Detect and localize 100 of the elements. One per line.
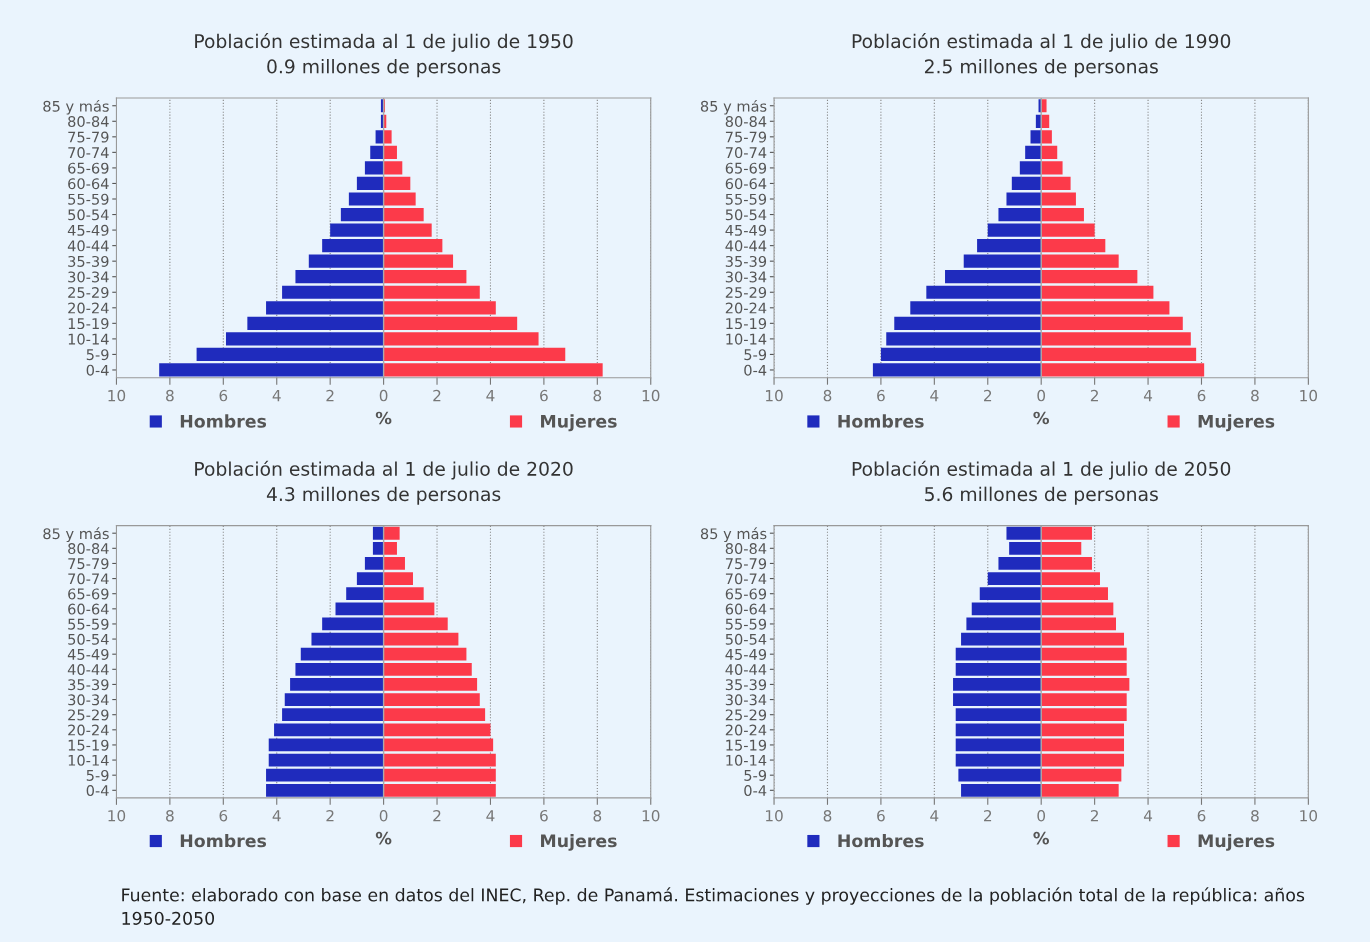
x-tick-label: 6 [540, 809, 548, 822]
x-tick-label: 4 [1143, 390, 1153, 402]
x-tick-label: 10 [108, 809, 126, 822]
y-tick-label: 15-19 [68, 318, 109, 330]
legend-label: Mujeres [1198, 414, 1275, 432]
y-tick-label: 0-4 [86, 364, 109, 376]
y-tick-label: 0-4 [86, 785, 109, 797]
chart-subtitle: 5.6 millones de personas [925, 486, 1158, 505]
y-tick-label: 80-84 [68, 116, 109, 128]
x-axis-title: % [375, 831, 392, 845]
legend-label: Hombres [838, 414, 924, 428]
y-tick-label: 5-9 [86, 349, 109, 361]
y-tick-label: 45-49 [725, 224, 767, 236]
x-tick-label: 10 [1300, 389, 1318, 402]
y-tick-label: 55-59 [725, 193, 767, 205]
x-tick-label: 4 [272, 390, 281, 402]
y-tick-label: 70-74 [725, 147, 767, 159]
y-tick-label: 85 y más [700, 99, 767, 115]
y-tick-label: 55-59 [725, 618, 767, 630]
x-axis-title: % [375, 411, 392, 425]
x-tick-label: 6 [1197, 389, 1206, 402]
legend-label: Mujeres [541, 833, 617, 851]
x-tick-label: 4 [930, 810, 939, 822]
y-tick-label: 85 y más [43, 99, 109, 115]
y-tick-label: 0-4 [744, 785, 767, 797]
y-tick-label: 75-79 [68, 558, 109, 570]
legend-label: Mujeres [1198, 833, 1275, 851]
x-tick-label: 8 [823, 389, 832, 402]
x-axis-title: % [1033, 831, 1050, 845]
x-tick-label: 8 [1251, 389, 1259, 402]
x-tick-label: 6 [219, 809, 228, 822]
chart-title: Población estimada al 1 de julio de 2020 [195, 460, 573, 480]
y-tick-label: 35-39 [725, 679, 767, 691]
x-tick-label: 4 [486, 810, 495, 822]
y-tick-label: 50-54 [68, 633, 109, 645]
y-tick-label: 40-44 [67, 240, 109, 252]
y-tick-label: 70-74 [725, 573, 767, 585]
y-tick-label: 20-24 [68, 724, 109, 736]
x-tick-label: 0 [379, 389, 388, 402]
y-tick-label: 55-59 [68, 193, 109, 205]
y-tick-label: 15-19 [726, 318, 767, 330]
x-tick-label: 0 [379, 809, 388, 822]
y-tick-label: 45-49 [67, 648, 109, 660]
x-axis-title: % [1033, 411, 1050, 425]
y-tick-label: 75-79 [68, 131, 109, 143]
x-tick-label: 10 [642, 389, 660, 402]
y-tick-label: 50-54 [725, 209, 767, 221]
y-tick-label: 45-49 [67, 224, 109, 236]
chart-subtitle: 0.9 millones de personas [267, 58, 501, 78]
x-tick-label: 2 [984, 809, 992, 822]
x-tick-label: 10 [766, 389, 783, 402]
y-tick-label: 60-64 [725, 603, 767, 615]
y-tick-label: 10-14 [68, 754, 109, 766]
x-tick-label: 10 [642, 809, 660, 822]
y-tick-label: 5-9 [744, 769, 767, 781]
y-tick-label: 70-74 [68, 573, 109, 585]
x-tick-label: 10 [108, 389, 126, 402]
y-tick-label: 65-69 [68, 588, 109, 600]
y-tick-label: 25-29 [725, 286, 767, 298]
y-tick-label: 15-19 [726, 739, 767, 751]
y-tick-label: 85 y más [700, 527, 767, 543]
y-tick-label: 20-24 [68, 302, 109, 314]
chart-title: Población estimada al 1 de julio de 1990 [852, 32, 1231, 52]
y-tick-label: 15-19 [68, 739, 109, 751]
y-tick-label: 55-59 [68, 618, 109, 630]
x-tick-label: 2 [1090, 389, 1098, 402]
y-tick-label: 85 y más [43, 527, 109, 543]
x-tick-label: 8 [593, 389, 602, 402]
legend-label: Hombres [838, 833, 924, 848]
y-tick-label: 75-79 [725, 131, 767, 143]
x-tick-label: 10 [766, 809, 783, 822]
y-tick-label: 25-29 [68, 709, 109, 721]
x-tick-label: 2 [433, 389, 441, 402]
y-tick-label: 30-34 [68, 271, 109, 283]
y-tick-label: 0-4 [744, 364, 767, 376]
y-tick-label: 50-54 [68, 209, 109, 221]
y-tick-label: 35-39 [725, 255, 767, 267]
x-tick-label: 2 [326, 809, 334, 822]
source-note: Fuente: elaborado con base en datos del INEC, Rep. de Panamá. Estimaciones y proyecciones de la población total de la república: años 1950-2050 [122, 887, 1305, 925]
y-tick-label: 30-34 [725, 694, 767, 706]
y-tick-label: 80-84 [725, 116, 767, 128]
y-tick-label: 45-49 [725, 648, 767, 660]
y-tick-label: 40-44 [67, 664, 109, 676]
x-tick-label: 4 [486, 390, 495, 402]
chart-title: Población estimada al 1 de julio de 2050 [852, 460, 1231, 480]
legend-label: Hombres [180, 833, 267, 848]
y-tick-label: 40-44 [725, 240, 767, 252]
y-tick-label: 40-44 [725, 664, 767, 676]
legend-label: Mujeres [541, 414, 617, 432]
x-tick-label: 6 [1197, 809, 1206, 822]
x-tick-label: 2 [433, 809, 441, 822]
y-tick-label: 80-84 [68, 543, 109, 555]
y-tick-label: 35-39 [68, 679, 109, 691]
y-tick-label: 70-74 [68, 147, 109, 159]
y-tick-label: 65-69 [725, 162, 767, 174]
x-tick-label: 4 [272, 810, 281, 822]
y-tick-label: 80-84 [725, 543, 767, 555]
y-tick-label: 60-64 [68, 178, 109, 190]
x-tick-label: 4 [930, 390, 939, 402]
y-tick-label: 60-64 [725, 178, 767, 190]
